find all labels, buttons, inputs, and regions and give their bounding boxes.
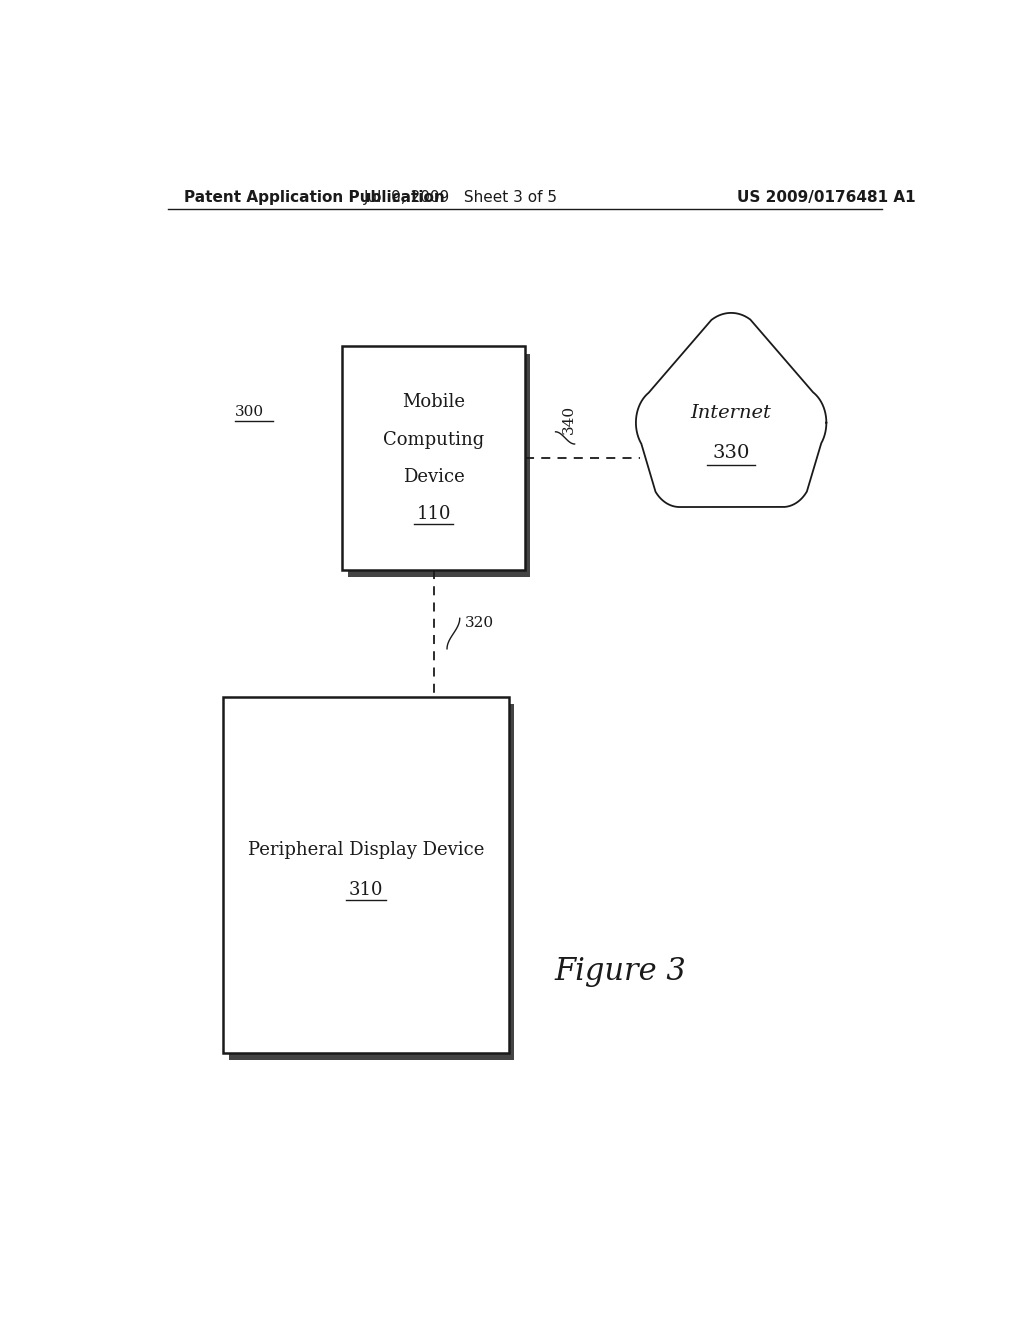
- Text: US 2009/0176481 A1: US 2009/0176481 A1: [737, 190, 915, 205]
- Polygon shape: [636, 313, 826, 507]
- Text: 310: 310: [349, 882, 383, 899]
- Text: 300: 300: [236, 405, 264, 420]
- Text: 330: 330: [713, 444, 750, 462]
- FancyBboxPatch shape: [223, 697, 509, 1053]
- Text: 110: 110: [417, 506, 451, 523]
- Text: 340: 340: [562, 405, 577, 434]
- Text: Patent Application Publication: Patent Application Publication: [183, 190, 444, 205]
- Text: Computing: Computing: [383, 430, 484, 449]
- FancyBboxPatch shape: [342, 346, 524, 570]
- Text: Peripheral Display Device: Peripheral Display Device: [248, 841, 484, 858]
- Text: Device: Device: [402, 467, 465, 486]
- Text: Internet: Internet: [691, 404, 771, 421]
- FancyBboxPatch shape: [348, 354, 530, 577]
- FancyBboxPatch shape: [228, 704, 514, 1060]
- Text: 320: 320: [465, 616, 494, 631]
- Text: Mobile: Mobile: [402, 393, 465, 412]
- Text: Figure 3: Figure 3: [554, 956, 686, 987]
- Text: Jul. 9, 2009   Sheet 3 of 5: Jul. 9, 2009 Sheet 3 of 5: [365, 190, 558, 205]
